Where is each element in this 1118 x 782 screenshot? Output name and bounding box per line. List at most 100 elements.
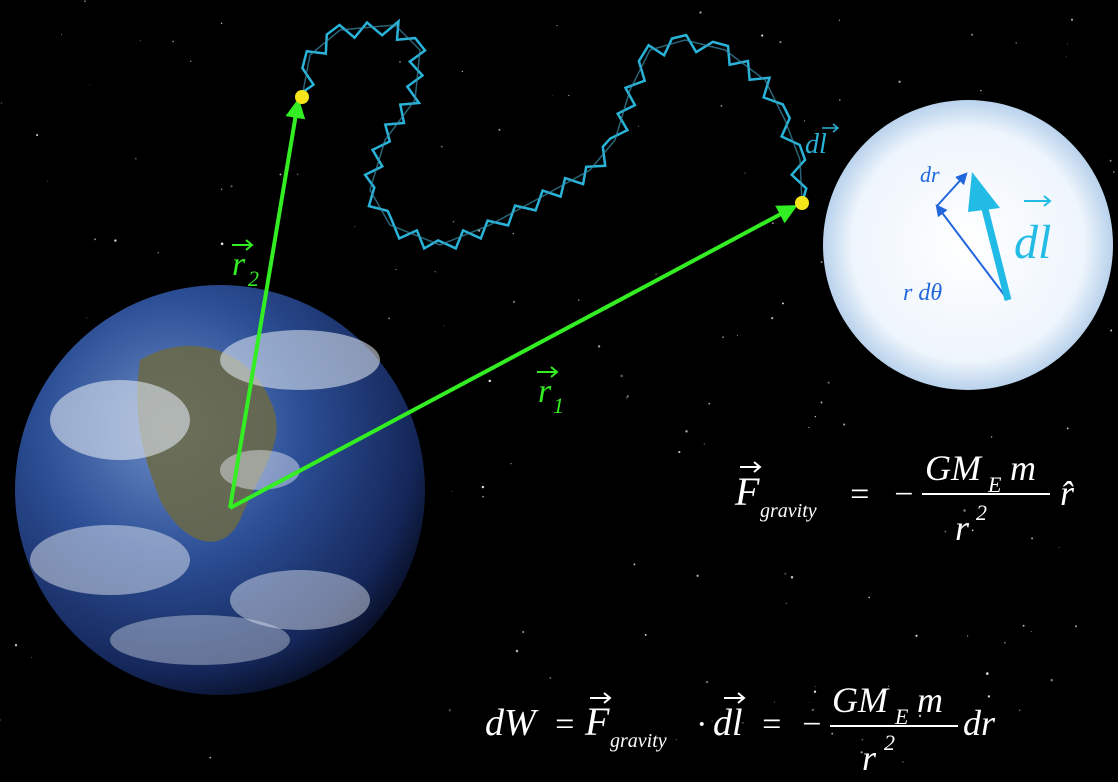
star	[779, 41, 782, 44]
eq1-den: r	[955, 508, 970, 548]
star	[1030, 630, 1032, 632]
star	[157, 251, 160, 254]
star	[918, 714, 922, 718]
star	[790, 575, 794, 579]
point	[795, 196, 809, 210]
eq1-minus: −	[892, 476, 915, 513]
star	[644, 633, 647, 636]
star	[963, 509, 966, 512]
star	[14, 643, 18, 647]
eq1-num: GM	[925, 448, 983, 488]
star	[809, 701, 810, 703]
eq2-den-exp: 2	[884, 730, 895, 755]
star	[568, 94, 570, 97]
star	[461, 70, 463, 73]
star	[577, 299, 580, 301]
eq2-equals1: =	[553, 706, 576, 743]
star	[86, 317, 88, 319]
star	[1109, 159, 1112, 162]
star	[626, 395, 629, 398]
star	[838, 19, 841, 21]
star	[135, 157, 137, 160]
star	[696, 574, 699, 577]
star	[354, 226, 356, 228]
star	[967, 635, 969, 637]
star	[990, 436, 993, 438]
eq2-num: GM	[832, 680, 890, 720]
earth	[15, 285, 425, 695]
eq2-minus: −	[800, 706, 823, 743]
star	[434, 270, 436, 273]
star	[1110, 329, 1113, 332]
star	[395, 268, 397, 271]
star	[448, 709, 451, 712]
star	[820, 401, 823, 404]
star	[771, 316, 774, 320]
r2-sub: 2	[248, 266, 259, 291]
star	[399, 61, 401, 63]
star	[986, 672, 989, 675]
r2-symbol: r	[232, 246, 246, 283]
star	[1112, 171, 1115, 173]
star	[675, 739, 677, 741]
eq2-F: F	[584, 699, 610, 744]
star	[139, 40, 141, 42]
star	[488, 379, 492, 383]
inset-dr: dr	[920, 162, 940, 187]
star	[898, 80, 901, 84]
star	[230, 185, 233, 188]
star	[831, 732, 834, 735]
star	[297, 173, 299, 175]
star	[443, 325, 445, 327]
star	[451, 490, 453, 492]
star	[1070, 18, 1074, 21]
star	[209, 756, 212, 759]
star	[0, 719, 1, 721]
star	[711, 720, 713, 722]
star	[813, 690, 817, 693]
eq1-num-m: m	[1010, 448, 1036, 488]
star	[1022, 624, 1025, 627]
star	[839, 99, 841, 101]
eq1-num-sub: E	[987, 472, 1002, 497]
path-centerline	[301, 24, 803, 246]
star	[1066, 43, 1068, 45]
star	[814, 415, 817, 418]
star	[820, 260, 823, 264]
star	[440, 145, 443, 148]
star	[512, 233, 515, 235]
star	[549, 676, 552, 679]
star	[279, 173, 282, 176]
star	[1075, 625, 1077, 628]
star	[220, 188, 223, 191]
star	[678, 451, 681, 454]
star	[708, 402, 711, 405]
star	[971, 33, 974, 36]
star	[84, 0, 86, 3]
star	[843, 423, 846, 426]
star	[220, 22, 223, 25]
star	[36, 134, 39, 137]
star	[811, 708, 815, 712]
stars	[0, 0, 1115, 763]
star	[461, 245, 463, 247]
star	[452, 221, 455, 223]
star	[626, 397, 628, 399]
eq2-num-m: m	[917, 680, 943, 720]
star	[1066, 427, 1069, 430]
star	[649, 743, 651, 745]
eq2-equals2: =	[760, 706, 783, 743]
star	[814, 686, 816, 687]
eq2-dr: dr	[963, 703, 996, 743]
star	[172, 40, 174, 43]
star	[860, 751, 863, 754]
star	[220, 242, 224, 246]
eq2-num-sub: E	[894, 704, 909, 729]
star	[61, 34, 62, 36]
star	[761, 34, 764, 37]
star	[703, 443, 706, 445]
point	[295, 90, 309, 104]
r1-symbol: r	[538, 373, 552, 410]
star	[868, 596, 870, 599]
